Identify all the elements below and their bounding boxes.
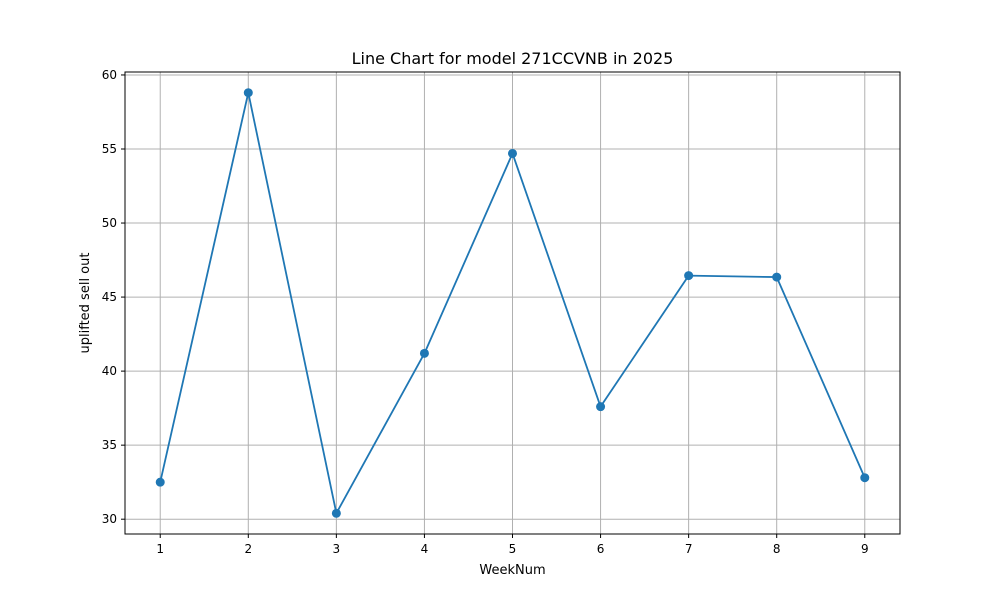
grid-layer [125, 72, 900, 534]
data-point-week-2 [243, 88, 253, 98]
data-point-week-7 [684, 271, 694, 281]
x-tick-label: 6 [597, 542, 605, 556]
chart-title: Line Chart for model 271CCVNB in 2025 [352, 49, 674, 68]
x-tick-label: 7 [685, 542, 693, 556]
x-tick-label: 1 [156, 542, 164, 556]
data-point-week-9 [860, 473, 870, 483]
data-point-week-6 [596, 402, 606, 412]
y-tick-label: 50 [102, 216, 117, 230]
x-tick-label: 9 [861, 542, 869, 556]
y-tick-label: 55 [102, 142, 117, 156]
data-point-week-1 [155, 477, 165, 487]
data-point-week-4 [419, 348, 429, 358]
data-point-week-5 [508, 148, 517, 158]
data-point-week-3 [331, 508, 341, 518]
x-axis-label: WeekNum [479, 563, 545, 578]
data-point-week-8 [772, 272, 782, 282]
y-tick-label: 45 [102, 290, 117, 304]
y-tick-label: 40 [102, 364, 117, 378]
x-tick-label: 4 [421, 542, 429, 556]
y-axis-label: uplifted sell out [78, 253, 93, 354]
series-layer [155, 88, 870, 518]
y-tick-label: 60 [102, 68, 117, 82]
y-tick-label: 30 [102, 512, 117, 526]
x-tick-label: 5 [509, 542, 517, 556]
x-tick-label: 8 [773, 542, 781, 556]
x-tick-label: 2 [244, 542, 252, 556]
x-tick-label: 3 [333, 542, 341, 556]
y-tick-label: 35 [102, 438, 117, 452]
